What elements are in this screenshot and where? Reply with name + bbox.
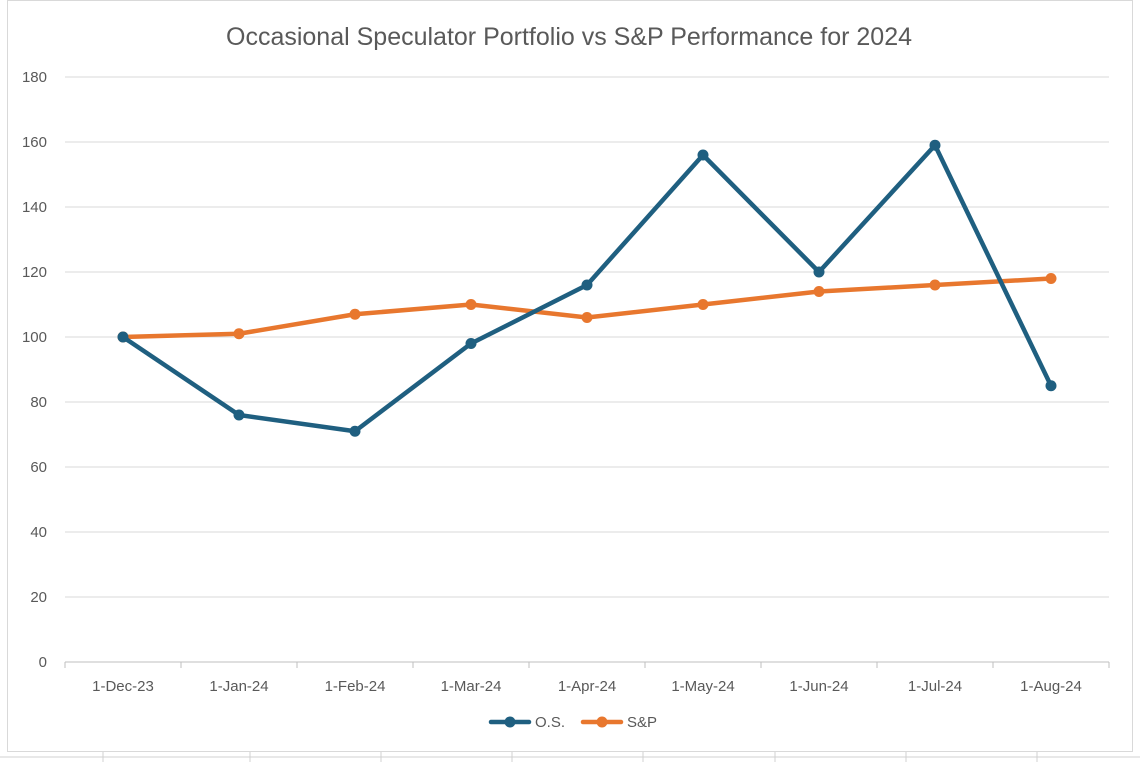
y-tick-label: 120	[22, 264, 47, 281]
data-point-o-s[interactable]	[581, 279, 593, 291]
y-tick-label: 60	[30, 459, 47, 476]
series-o-s	[117, 139, 1057, 437]
x-tick-label: 1-Apr-24	[558, 678, 616, 695]
data-point-o-s[interactable]	[117, 331, 129, 343]
y-tick-label: 100	[22, 329, 47, 346]
data-point-s-p[interactable]	[813, 286, 825, 297]
legend-swatch-marker	[504, 716, 516, 728]
legend-label: S&P	[627, 714, 657, 731]
chart-area[interactable]: Occasional Speculator Portfolio vs S&P P…	[7, 0, 1133, 752]
y-tick-label: 0	[39, 654, 47, 671]
data-point-s-p[interactable]	[465, 299, 477, 310]
y-axis-labels: 0 20 40 60 80 100 120 140 160 180	[22, 69, 47, 671]
y-tick-label: 140	[22, 199, 47, 216]
y-tick-label: 80	[30, 394, 47, 411]
legend-label: O.S.	[535, 714, 565, 731]
x-tick-label: 1-Jul-24	[908, 678, 962, 695]
data-point-s-p[interactable]	[697, 299, 709, 310]
y-tick-label: 20	[30, 589, 47, 606]
x-tick-label: 1-Mar-24	[441, 678, 502, 695]
legend: O.S. S&P	[488, 714, 657, 731]
legend-item-s-p[interactable]: S&P	[580, 714, 657, 731]
data-point-s-p[interactable]	[349, 308, 361, 320]
x-axis-labels: 1-Dec-23 1-Jan-24 1-Feb-24 1-Mar-24 1-Apr-24…	[64, 662, 1110, 695]
data-point-o-s[interactable]	[697, 149, 709, 161]
data-point-o-s[interactable]	[233, 409, 245, 421]
x-tick-label: 1-Aug-24	[1020, 678, 1082, 695]
x-tick-label: 1-Jun-24	[789, 678, 848, 695]
x-tick-label: 1-Feb-24	[325, 678, 386, 695]
data-point-o-s[interactable]	[349, 425, 361, 437]
legend-item-o-s[interactable]: O.S.	[488, 714, 565, 731]
data-point-o-s[interactable]	[465, 338, 477, 349]
data-point-s-p[interactable]	[1045, 273, 1057, 284]
x-tick-label: 1-Jan-24	[209, 678, 268, 695]
chart-title: Occasional Speculator Portfolio vs S&P P…	[226, 23, 912, 51]
data-point-o-s[interactable]	[929, 139, 941, 151]
legend-swatch-marker	[596, 716, 608, 728]
data-point-s-p[interactable]	[581, 312, 593, 323]
line-chart: Occasional Speculator Portfolio vs S&P P…	[22, 23, 1110, 731]
data-point-o-s[interactable]	[813, 266, 825, 278]
y-tick-label: 180	[22, 69, 47, 86]
data-point-s-p[interactable]	[929, 279, 941, 291]
data-point-o-s[interactable]	[1045, 380, 1057, 392]
x-tick-label: 1-Dec-23	[92, 678, 154, 695]
gridlines	[65, 76, 1109, 663]
x-tick-label: 1-May-24	[671, 678, 734, 695]
y-tick-label: 160	[22, 134, 47, 151]
y-tick-label: 40	[30, 524, 47, 541]
data-point-s-p[interactable]	[233, 328, 245, 340]
series-lines	[117, 139, 1057, 437]
